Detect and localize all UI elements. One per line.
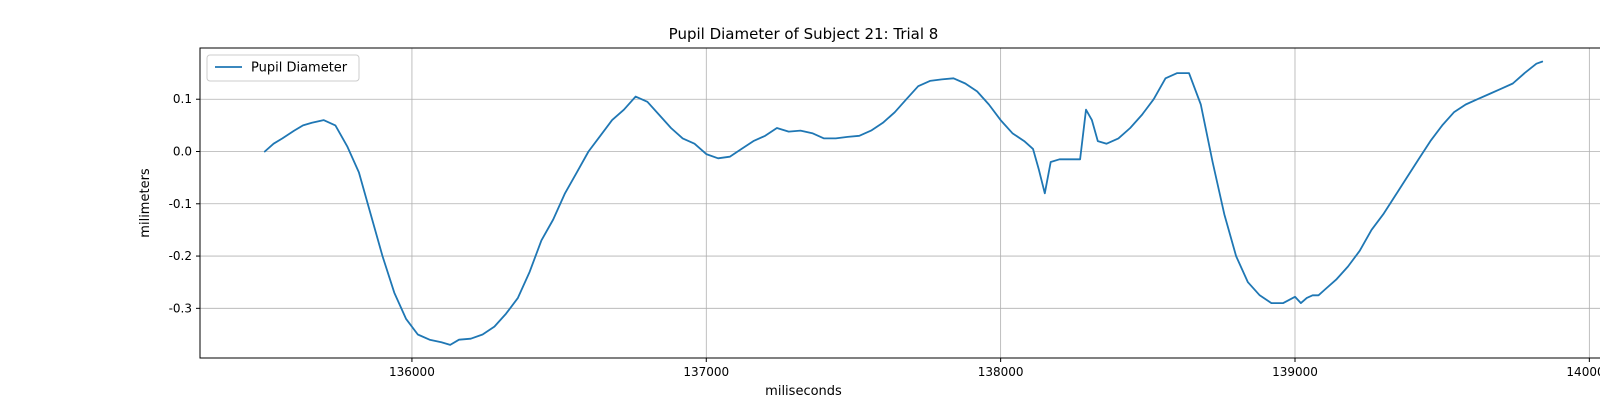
grid-lines bbox=[200, 48, 1600, 358]
legend-entry-label: Pupil Diameter bbox=[251, 61, 348, 76]
legend: Pupil Diameter bbox=[206, 54, 360, 82]
y-tick-label: -0.2 bbox=[169, 249, 192, 263]
x-tick-label: 137000 bbox=[683, 365, 729, 379]
plot-frame bbox=[199, 47, 1600, 359]
y-tick-label: -0.1 bbox=[169, 197, 192, 211]
series-layer bbox=[263, 60, 1544, 346]
x-axis-label: miliseconds bbox=[765, 384, 842, 399]
x-tick-label: 138000 bbox=[978, 365, 1024, 379]
x-tick-label: 139000 bbox=[1272, 365, 1318, 379]
y-axis-label: milimeters bbox=[138, 168, 153, 238]
axis-ticks: 136000 137000 138000 139000 140000 -0.3 -0.2 -0… bbox=[169, 92, 1600, 379]
chart-title: Pupil Diameter of Subject 21: Trial 8 bbox=[669, 25, 939, 43]
x-tick-label: 140000 bbox=[1566, 365, 1600, 379]
legend-box bbox=[206, 54, 360, 82]
y-tick-label: 0.1 bbox=[173, 92, 192, 106]
series-line-pupil-diameter bbox=[263, 60, 1544, 346]
x-tick-label: 136000 bbox=[389, 365, 435, 379]
y-tick-label: 0.0 bbox=[173, 145, 192, 159]
y-tick-label: -0.3 bbox=[169, 301, 192, 315]
